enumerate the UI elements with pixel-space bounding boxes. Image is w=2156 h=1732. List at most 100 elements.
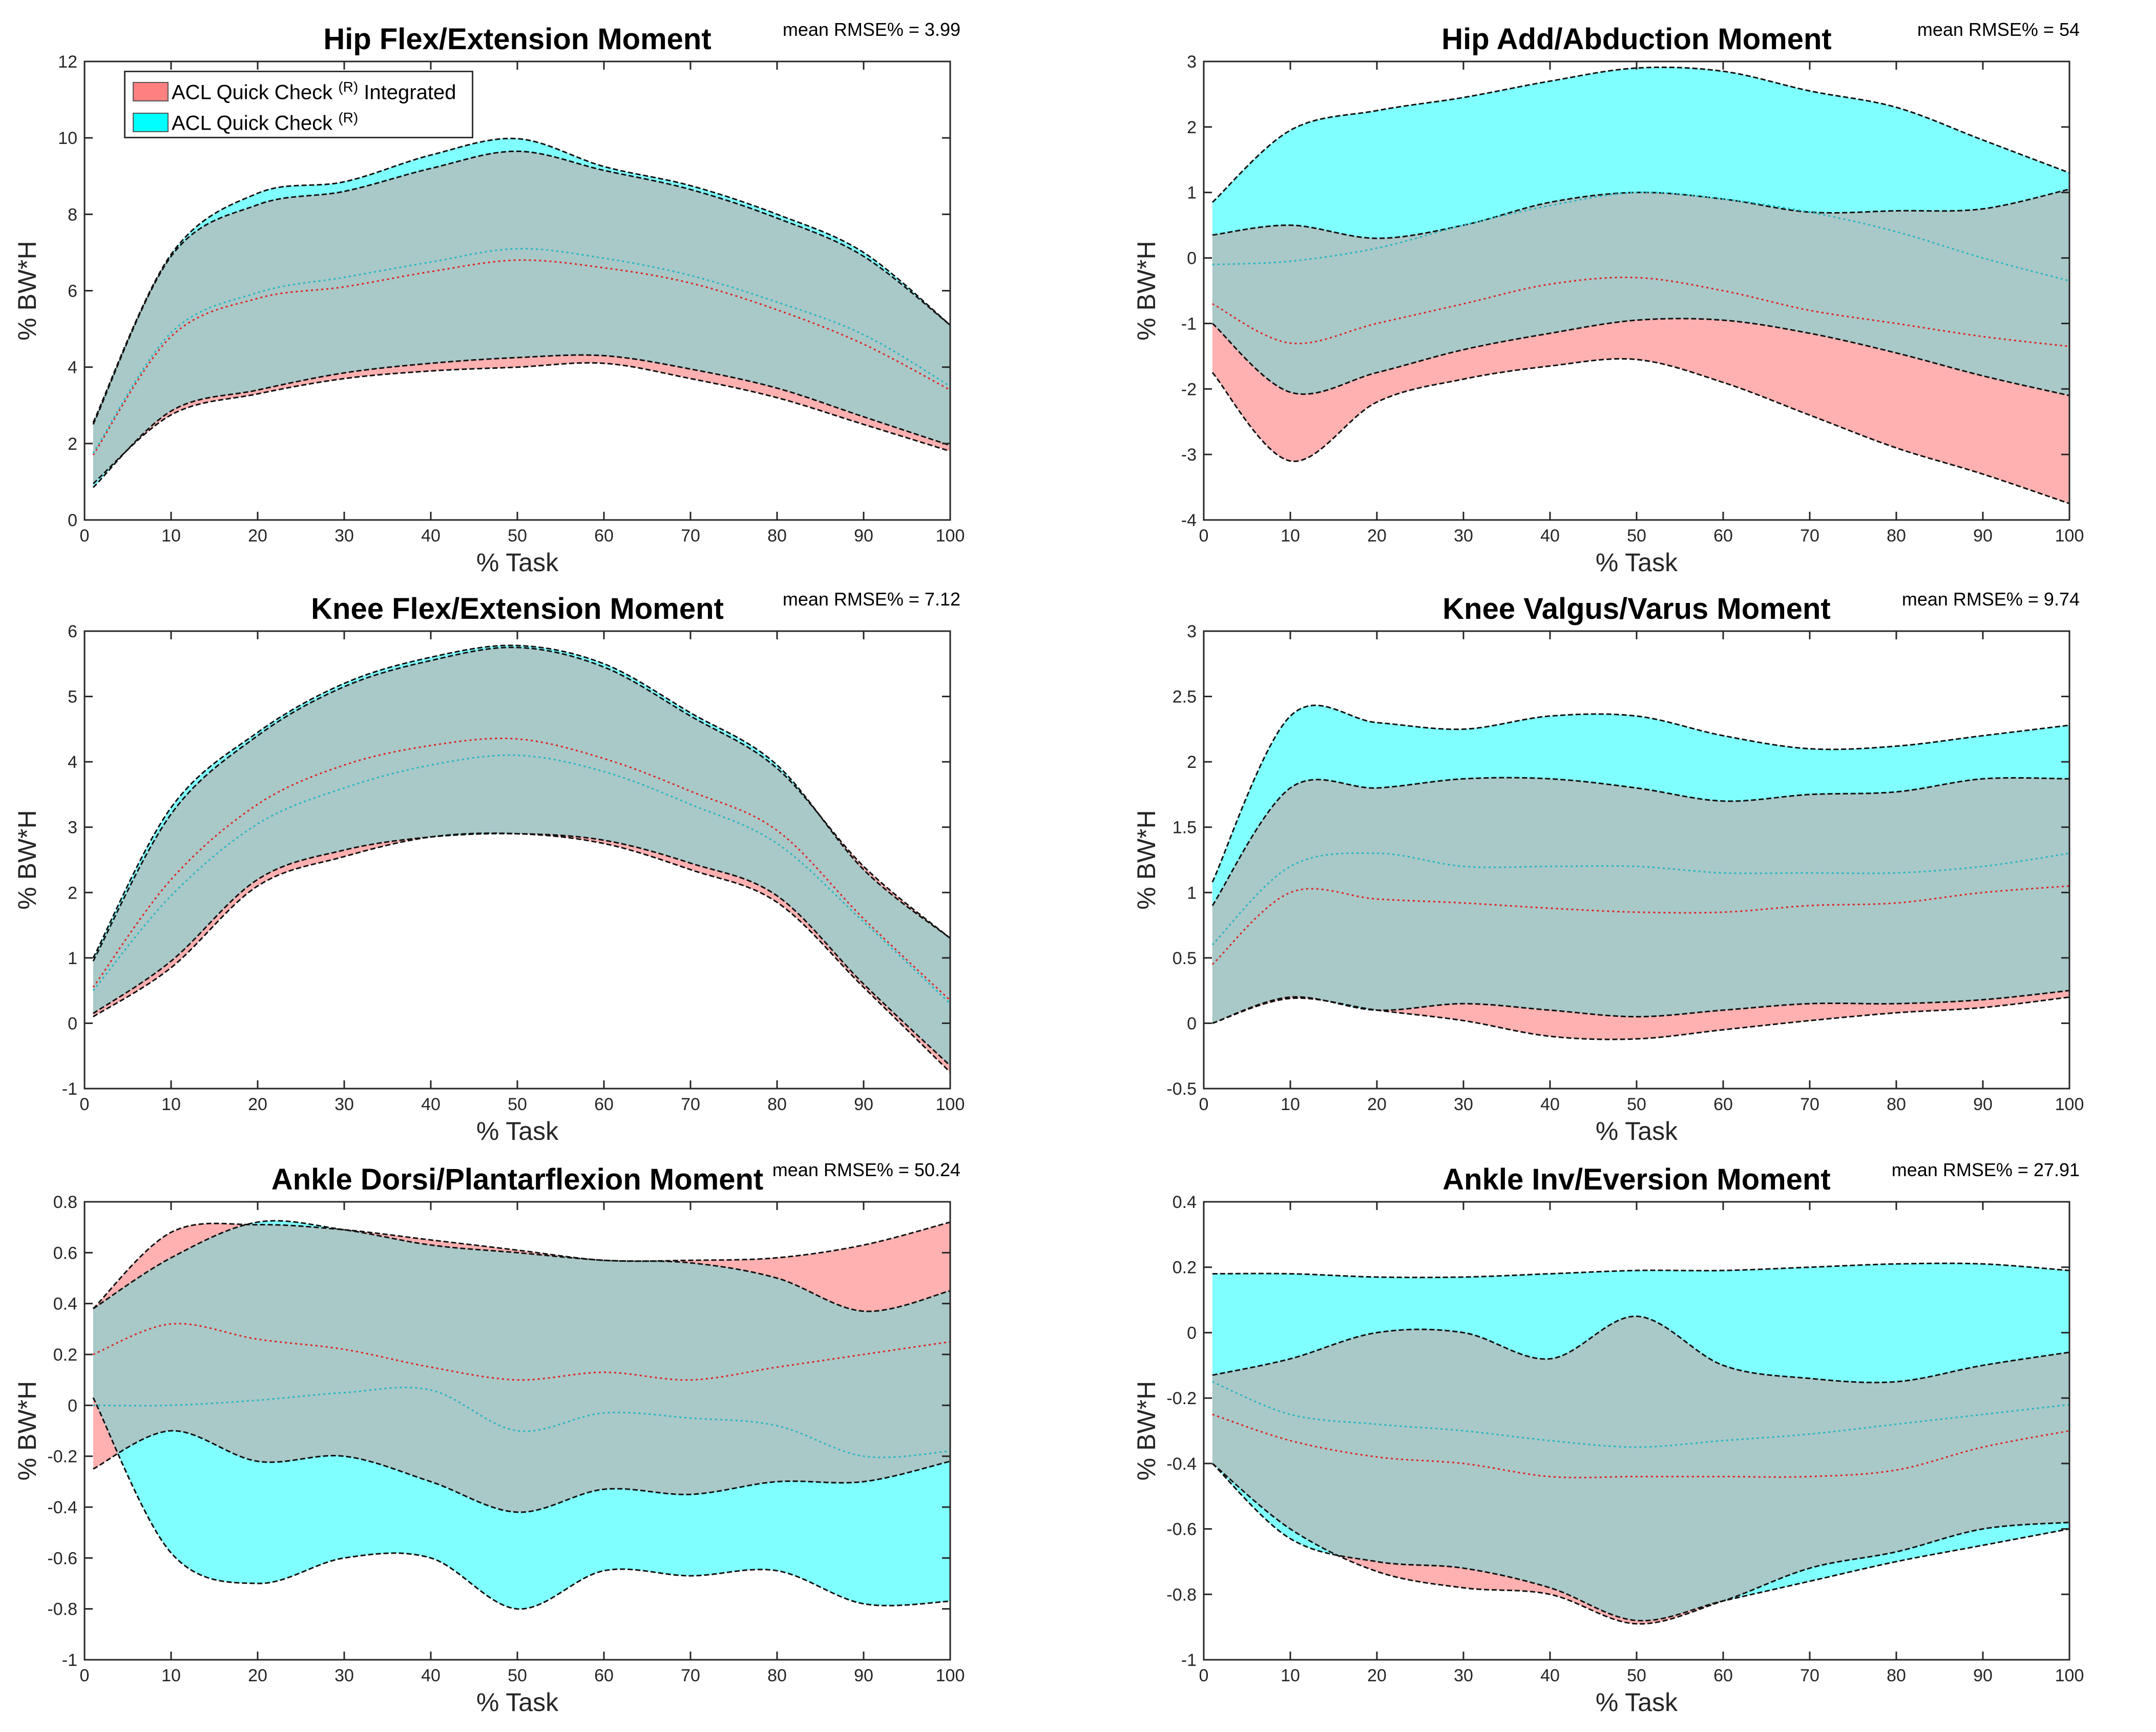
chart1-x-tick-label: 30	[334, 526, 354, 546]
chart5-y-tick-label: -0.4	[47, 1498, 77, 1517]
chart4-y-tick-label: 2	[1187, 753, 1197, 772]
chart3-y-tick-label: 3	[68, 818, 77, 838]
chart2-x-tick-label: 100	[2055, 526, 2084, 546]
chart4-x-tick-label: 70	[1800, 1095, 1819, 1114]
chart3-y-tick-label: -1	[62, 1079, 77, 1099]
chart2-y-tick-label: -1	[1181, 314, 1197, 333]
chart5-standard-lower-line	[92, 1397, 950, 1610]
chart3-x-tick-label: 40	[421, 1095, 441, 1114]
chart6-integrated-mean-line	[1212, 1413, 2069, 1478]
chart4-integrated-lower-line	[1212, 996, 2069, 1040]
chart6-x-tick-label: 40	[1540, 1666, 1560, 1685]
chart2-x-tick-label: 90	[1973, 526, 1993, 546]
chart4-plot-area	[1211, 704, 2069, 1040]
chart2-y-tick-label: 1	[1187, 183, 1197, 203]
chart3-x-tick-label: 90	[854, 1095, 873, 1114]
chart1-x-axis-label: % Task	[476, 548, 559, 577]
chart4-y-tick-label: 0	[1187, 1014, 1197, 1033]
chart3-title: Knee Flex/Extension Moment	[311, 592, 724, 625]
chart2-x-tick-label: 0	[1199, 526, 1209, 546]
chart2: 0 10 20 30 40 50 60 70 80 90 100 -4 -3 -2 -1 0 1 2 3 Hip Ad…	[1132, 19, 2084, 577]
chart1-x-tick-label: 100	[936, 526, 965, 546]
chart3-integrated-mean-line	[92, 737, 950, 1001]
chart2-standard-mean-line	[1212, 191, 2069, 282]
chart3-x-tick-label: 20	[248, 1095, 267, 1114]
chart6-standard-mean-line	[1212, 1381, 2069, 1448]
chart1-standard-lower-line	[92, 354, 950, 488]
chart4-x-tick-label: 30	[1454, 1095, 1473, 1114]
chart2-x-tick-label: 20	[1367, 526, 1387, 546]
chart3-y-tick-label: 4	[68, 753, 77, 772]
chart5-standard-upper-line	[93, 1220, 950, 1312]
chart1-standard-mean-line	[92, 247, 950, 454]
chart4-x-tick-label: 60	[1713, 1095, 1733, 1114]
chart6-x-tick-label: 50	[1627, 1666, 1646, 1685]
chart5-integrated-upper-line	[92, 1221, 950, 1309]
chart3-x-tick-label: 70	[681, 1095, 700, 1114]
chart2-x-axis-label: % Task	[1596, 548, 1678, 577]
chart1-x-tick-label: 0	[80, 526, 90, 546]
chart2-standard-lower-line	[1211, 318, 2069, 397]
chart6-y-tick-label: -0.2	[1166, 1389, 1197, 1408]
chart4-rmse-label: mean RMSE% = 9.74	[1902, 589, 2080, 610]
chart4-y-tick-label: 1.5	[1173, 818, 1197, 838]
chart1-x-tick-label: 80	[767, 526, 787, 546]
chart3-standard-upper-line	[92, 644, 950, 958]
chart4-x-tick-label: 10	[1281, 1095, 1300, 1114]
chart3-y-tick-label: 5	[68, 687, 77, 707]
chart1-y-tick-label: 12	[58, 52, 77, 72]
chart5-y-tick-label: 0.4	[53, 1295, 77, 1314]
chart4-y-tick-label: 2.5	[1173, 687, 1197, 707]
chart4-standard-lower-line	[1212, 990, 2069, 1024]
chart5-y-tick-label: -0.2	[47, 1447, 77, 1467]
chart6-x-tick-label: 0	[1199, 1666, 1209, 1685]
legend-item-standard[interactable]: ACL Quick Check (R)	[125, 107, 358, 138]
chart6-standard-upper-line	[1212, 1262, 2069, 1279]
chart4-x-axis-label: % Task	[1596, 1117, 1678, 1145]
chart1-y-tick-label: 6	[68, 282, 77, 301]
chart1-x-tick-label: 20	[248, 526, 267, 546]
legend-swatch-integrated	[133, 82, 169, 101]
chart4-integrated-upper-line	[1211, 777, 2069, 906]
chart5-y-tick-label: 0.6	[53, 1243, 77, 1263]
chart5-rmse-label: mean RMSE% = 50.24	[772, 1159, 960, 1180]
chart4-y-axis-label: % BW*H	[1132, 810, 1161, 909]
chart2-x-tick-label: 30	[1454, 526, 1473, 546]
chart3-x-tick-label: 50	[508, 1095, 527, 1114]
chart1-x-tick-label: 90	[854, 526, 873, 546]
chart5-y-tick-label: -0.8	[47, 1600, 77, 1619]
chart5-x-tick-label: 0	[80, 1666, 90, 1685]
chart3-x-tick-label: 100	[936, 1095, 965, 1114]
chart5-x-tick-label: 80	[767, 1666, 787, 1685]
chart1-y-tick-label: 2	[68, 434, 77, 454]
chart5-x-tick-label: 70	[681, 1666, 700, 1685]
chart1-x-tick-label: 40	[421, 526, 441, 546]
chart1-integrated-lower-line	[92, 362, 950, 485]
chart5-y-axis-label: % BW*H	[13, 1381, 41, 1480]
chart2-y-tick-label: -3	[1181, 445, 1197, 465]
chart3-rmse-label: mean RMSE% = 7.12	[783, 589, 960, 610]
chart1: 0 10 20 30 40 50 60 70 80 90 100 0 2 4 6 8 10 12 Hip Flex/…	[13, 19, 965, 577]
chart5-integrated-lower-line	[93, 1430, 950, 1513]
chart5: 0 10 20 30 40 50 60 70 80 90 100 -1 -0.8 -0.6 -0.4 -0.2…	[13, 1159, 965, 1717]
chart6-x-tick-label: 10	[1281, 1666, 1300, 1685]
chart5-y-tick-label: 0.8	[53, 1193, 77, 1212]
chart5-standard-mean-line	[93, 1386, 950, 1458]
chart5-y-tick-label: 0.2	[53, 1345, 77, 1365]
chart2-integrated-lower-line	[1211, 358, 2069, 505]
chart6-integrated-upper-line	[1212, 1315, 2069, 1384]
chart5-x-tick-label: 20	[248, 1666, 267, 1685]
chart4: 0 10 20 30 40 50 60 70 80 90 100-0.500.511.522.53K…	[1132, 589, 2084, 1145]
chart2-x-tick-label: 60	[1713, 526, 1733, 546]
chart6: 0 10 20 30 40 50 60 70 80 90 100 -1 -0.8 -0.6 -0.4 -0.2…	[1132, 1159, 2084, 1717]
chart6-x-tick-label: 80	[1887, 1666, 1906, 1685]
chart5-y-tick-label: 0	[68, 1396, 77, 1415]
chart3-x-tick-label: 0	[80, 1095, 90, 1114]
legend-label-standard: ACL Quick Check (R)	[172, 110, 359, 135]
chart5-x-tick-label: 60	[594, 1666, 614, 1685]
chart3-x-axis-label: % Task	[476, 1117, 559, 1145]
chart1-band-overlap	[93, 151, 950, 484]
chart1-title: Hip Flex/Extension Moment	[323, 23, 711, 56]
legend-item-integrated[interactable]: ACL Quick Check (R) Integrated	[125, 76, 456, 107]
chart5-title: Ankle Dorsi/Plantarflexion Moment	[271, 1163, 763, 1196]
